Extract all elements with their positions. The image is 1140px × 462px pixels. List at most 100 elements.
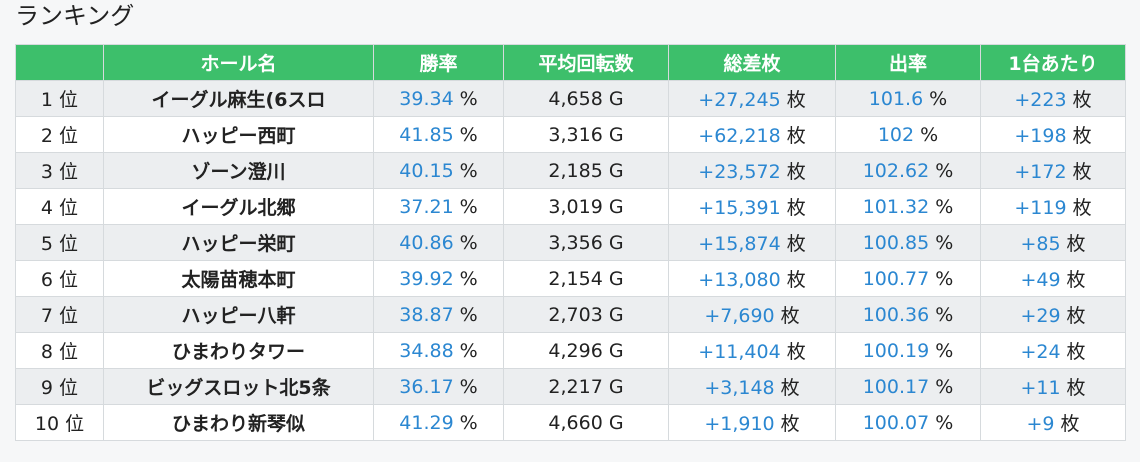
table-row: 3 位ゾーン澄川 40.15% 2,185 G +23,572 枚 102.62% +172… [15,152,1126,189]
total-diff-cell: +1,910 枚 [668,404,836,441]
win-rate-cell: 39.34% [373,80,504,117]
table-row: 8 位ひまわりタワー 34.88% 4,296 G +11,404 枚 100.19% +2… [15,332,1126,369]
per-machine-cell: +9 枚 [980,404,1126,441]
unit: % [459,159,478,182]
rank-cell: 7 位 [15,296,104,333]
rank-cell: 5 位 [15,224,104,261]
unit: % [459,87,478,110]
spins-cell: 4,296 G [503,332,669,369]
unit: 枚 [786,341,806,363]
hall-name-cell: ビッグスロット北5条 [103,368,374,405]
unit: 枚 [1066,233,1086,255]
value: 37.21 [399,195,454,218]
value: 40.86 [399,231,454,254]
hall-name-cell: ひまわりタワー [103,332,374,369]
win-rate-cell: 40.15% [373,152,504,189]
unit: % [935,411,954,434]
payout-cell: 100.85% [835,224,981,261]
value: 102.62 [862,159,930,182]
table-row: 2 位ハッピー西町 41.85% 3,316 G +62,218 枚 102% +198 枚 [15,116,1126,153]
total-diff-cell: +3,148 枚 [668,368,836,405]
value: +7,690 [704,305,775,327]
spins-cell: 2,217 G [503,368,669,405]
unit: 枚 [786,233,806,255]
per-machine-cell: +24 枚 [980,332,1126,369]
unit: % [459,339,478,362]
spins-cell: 3,316 G [503,116,669,153]
unit: 枚 [786,89,806,111]
value: +85 [1020,233,1061,255]
unit: % [459,123,478,146]
unit: 枚 [1072,161,1092,183]
total-diff-cell: +23,572 枚 [668,152,836,189]
hall-name-cell: ひまわり新琴似 [103,404,374,441]
column-header [15,44,104,81]
value: +9 [1026,413,1055,435]
per-machine-cell: +29 枚 [980,296,1126,333]
unit: 枚 [780,413,800,435]
unit: % [920,123,939,146]
payout-cell: 100.07% [835,404,981,441]
win-rate-cell: 37.21% [373,188,504,225]
value: 100.07 [862,411,930,434]
value: +15,391 [698,197,781,219]
total-diff-cell: +15,391 枚 [668,188,836,225]
rank-cell: 1 位 [15,80,104,117]
value: +23,572 [698,161,781,183]
hall-name-cell: ゾーン澄川 [103,152,374,189]
value: 101.6 [868,87,924,110]
table-row: 7 位ハッピー八軒 38.87% 2,703 G +7,690 枚 100.36% +29 枚 [15,296,1126,333]
value: +29 [1020,305,1061,327]
total-diff-cell: +27,245 枚 [668,80,836,117]
per-machine-cell: +119 枚 [980,188,1126,225]
unit: % [459,267,478,290]
payout-cell: 101.6% [835,80,981,117]
value: +1,910 [704,413,775,435]
value: +49 [1020,269,1061,291]
unit: % [935,231,954,254]
unit: % [459,411,478,434]
spins-cell: 2,185 G [503,152,669,189]
per-machine-cell: +49 枚 [980,260,1126,297]
unit: % [459,231,478,254]
per-machine-cell: +198 枚 [980,116,1126,153]
value: 100.85 [862,231,930,254]
value: 100.17 [862,375,930,398]
value: +11 [1020,377,1061,399]
spins-cell: 2,703 G [503,296,669,333]
value: +3,148 [704,377,775,399]
table-row: 4 位イーグル北郷 37.21% 3,019 G +15,391 枚 101.32% +11… [15,188,1126,225]
value: 101.32 [862,195,930,218]
value: 100.77 [862,267,930,290]
rank-cell: 2 位 [15,116,104,153]
unit: 枚 [1066,377,1086,399]
total-diff-cell: +15,874 枚 [668,224,836,261]
table-row: 1 位イーグル麻生(6スロ 39.34% 4,658 G +27,245 枚 101.6%… [15,80,1126,117]
header-row: ホール名 勝率 平均回転数 総差枚 出率 1台あたり [15,44,1126,81]
hall-name-cell: ハッピー西町 [103,116,374,153]
payout-cell: 100.17% [835,368,981,405]
hall-name-cell: ハッピー栄町 [103,224,374,261]
column-header: 勝率 [373,44,504,81]
unit: % [459,375,478,398]
value: +24 [1020,341,1061,363]
payout-cell: 100.19% [835,332,981,369]
per-machine-cell: +223 枚 [980,80,1126,117]
unit: 枚 [1066,341,1086,363]
value: +119 [1014,197,1067,219]
unit: 枚 [1072,125,1092,147]
hall-name-cell: ハッピー八軒 [103,296,374,333]
unit: 枚 [786,161,806,183]
unit: 枚 [1066,305,1086,327]
total-diff-cell: +13,080 枚 [668,260,836,297]
spins-cell: 4,660 G [503,404,669,441]
value: +62,218 [698,125,781,147]
rank-cell: 3 位 [15,152,104,189]
value: +223 [1014,89,1067,111]
win-rate-cell: 34.88% [373,332,504,369]
hall-name-cell: 太陽苗穂本町 [103,260,374,297]
spins-cell: 4,658 G [503,80,669,117]
unit: % [935,159,954,182]
unit: % [935,339,954,362]
